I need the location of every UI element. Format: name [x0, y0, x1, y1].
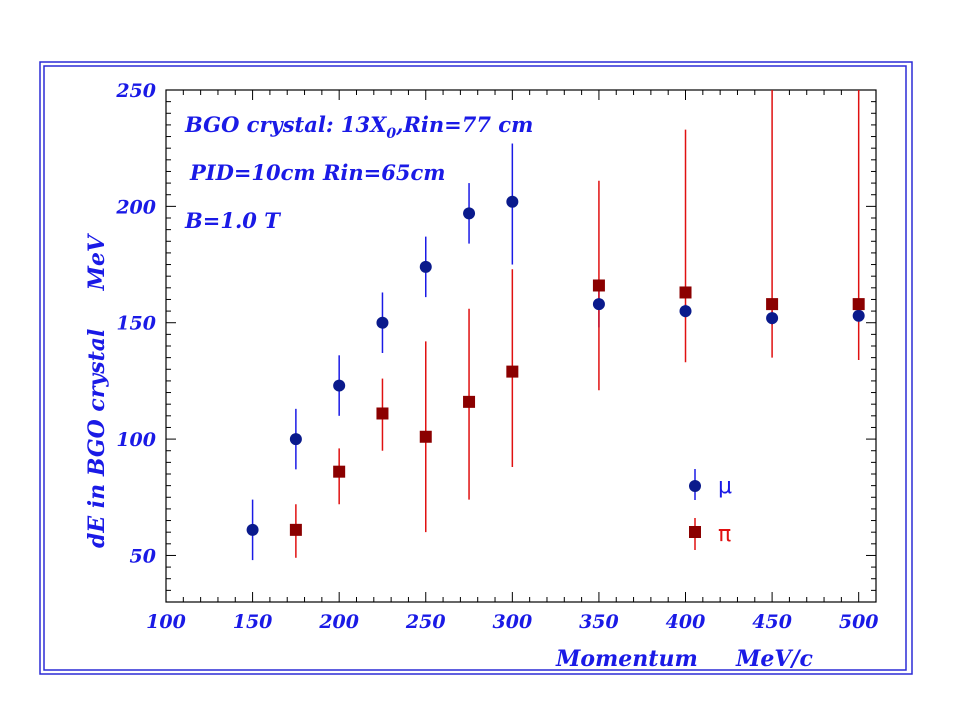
x-tick-label: 100 [146, 611, 186, 633]
axis-ticks [165, 89, 876, 603]
annotation-line3: B=1.0 T [184, 208, 281, 233]
pi-data-point [376, 407, 389, 420]
annotation-line2: PID=10cm Rin=65cm [189, 160, 446, 185]
mu-data-point [246, 523, 259, 536]
x-tick-label: 200 [318, 611, 359, 633]
x-tick-label: 250 [405, 611, 446, 633]
y-tick-label: 50 [130, 545, 156, 567]
legend-mu-marker [689, 480, 701, 492]
pi-data-point [419, 430, 432, 443]
y-tick-labels: 50 100 150 200 250 [115, 80, 156, 567]
y-tick-label: 100 [116, 429, 156, 451]
y-tick-label: 150 [116, 313, 156, 335]
outer-frame [39, 61, 913, 675]
pi-data-point [289, 523, 302, 536]
mu-data-point [852, 309, 865, 322]
mu-data-point [592, 298, 605, 311]
mu-data-point [506, 195, 519, 208]
x-axis-title: Momentum MeV/c [555, 646, 813, 672]
mu-data-point [766, 312, 779, 325]
mu-data-point [463, 207, 476, 220]
legend-pi-marker [689, 526, 701, 538]
legend: μ π [689, 469, 732, 550]
mu-data-point [333, 379, 346, 392]
pi-data-point [766, 298, 779, 311]
mu-data-point [679, 305, 692, 318]
y-tick-label: 250 [115, 80, 156, 102]
annotation-line1-b: ,Rin=77 cm [395, 112, 533, 137]
data-markers [246, 195, 865, 536]
x-tick-label: 500 [839, 611, 879, 633]
pi-data-point [333, 465, 346, 478]
legend-pi-label: π [718, 522, 731, 547]
x-tick-label: 150 [233, 611, 273, 633]
y-tick-label: 200 [115, 196, 156, 218]
y-axis-title: dE in BGO crystal MeV [84, 233, 110, 548]
annotation-line1: BGO crystal: 13X0,Rin=77 cm [184, 112, 533, 142]
x-tick-labels: 100 150 200 250 300 350 400 450 500 [146, 611, 878, 633]
x-tick-label: 350 [579, 611, 619, 633]
outer-frame-inner [43, 65, 907, 671]
pi-data-point [852, 298, 865, 311]
mu-data-point [376, 316, 389, 329]
annotation-line1-sub: 0 [386, 126, 396, 142]
pi-data-point [506, 365, 519, 378]
mu-data-point [419, 260, 432, 273]
x-tick-label: 450 [752, 611, 792, 633]
legend-mu-label: μ [718, 474, 732, 499]
mu-data-point [289, 433, 302, 446]
pi-data-point [592, 279, 605, 292]
pi-data-point [679, 286, 692, 299]
pi-data-point [463, 395, 476, 408]
x-tick-label: 400 [666, 611, 706, 633]
x-tick-label: 300 [493, 611, 533, 633]
annotation-line1-a: BGO crystal: 13X [184, 112, 387, 137]
